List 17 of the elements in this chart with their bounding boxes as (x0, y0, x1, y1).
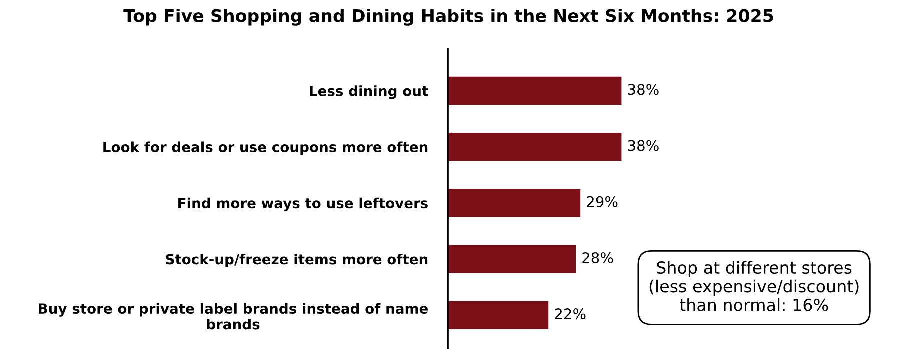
data-label: 29% (587, 196, 618, 208)
y-tick-label: Look for deals or use coupons more often (104, 142, 428, 156)
bar (448, 133, 622, 162)
bar (448, 76, 622, 105)
bar (448, 189, 581, 218)
text: Shop at different stores (less expensive/discount) than normal: 16% (650, 261, 859, 312)
y-tick-label: Stock-up/freeze items more often (166, 254, 428, 268)
data-label: 38% (628, 84, 659, 96)
data-label: 28% (582, 252, 614, 264)
data-label: 38% (628, 140, 659, 152)
chart-title: Top Five Shopping and Dining Habits in the Next Six Months: 2025 (124, 8, 774, 26)
y-tick-label: Find more ways to use leftovers (178, 198, 428, 212)
data-label: 22% (555, 308, 586, 320)
y-tick-label: Buy store or private label brands instead of name brands (39, 303, 428, 330)
bar (448, 245, 576, 274)
bar (448, 301, 549, 330)
y-tick-label: Less dining out (310, 86, 428, 100)
